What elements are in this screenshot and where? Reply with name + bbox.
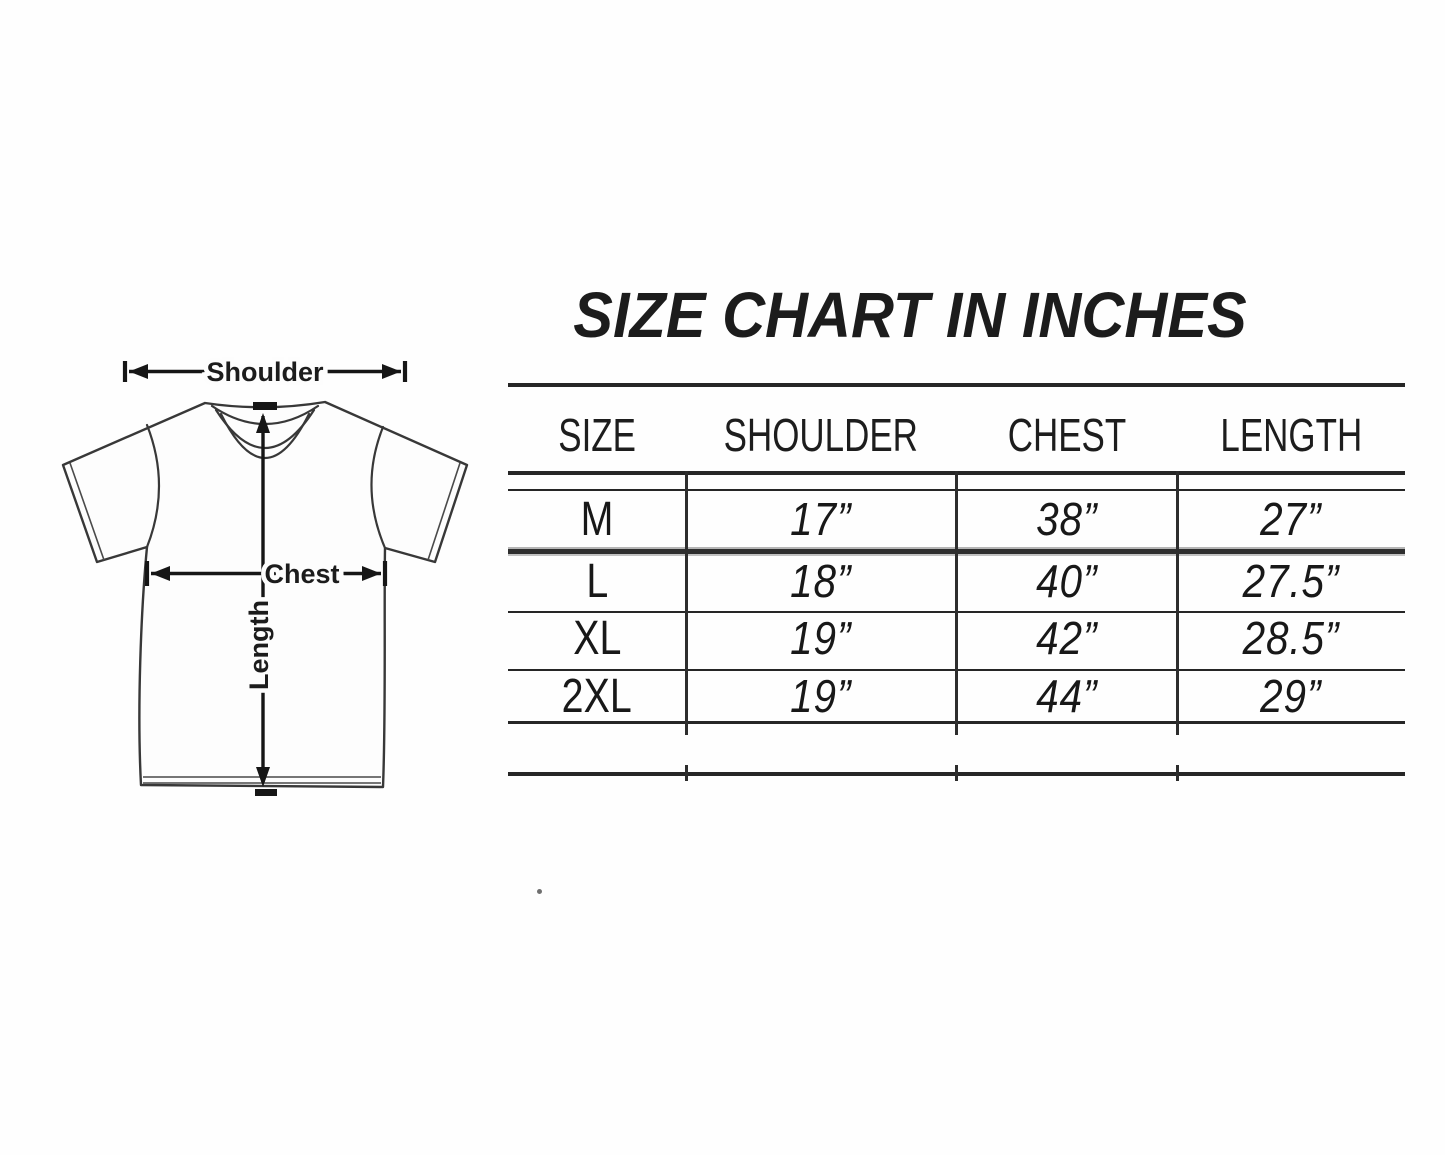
length-dimension-label: Length <box>244 600 274 690</box>
cell-length: 29” <box>1260 670 1322 722</box>
page-title: SIZE CHART IN INCHES <box>573 279 1247 351</box>
table-header-row: SIZE SHOULDER CHEST LENGTH <box>508 403 1405 467</box>
cell-length: 27” <box>1260 493 1322 545</box>
chest-dimension-label: Chest <box>264 559 339 589</box>
column-divider-tick <box>685 765 688 781</box>
cell-length: 28.5” <box>1242 612 1340 664</box>
column-divider <box>685 471 688 735</box>
right-cuff-stitch <box>427 462 461 561</box>
cell-shoulder: 18” <box>790 555 852 607</box>
cell-chest: 40” <box>1035 555 1098 607</box>
table-row: M 17” 38” 27” <box>508 487 1405 551</box>
right-armhole-seam <box>370 425 387 550</box>
divider <box>508 383 1405 387</box>
collar-band-lower <box>219 412 311 459</box>
size-table: SIZE SHOULDER CHEST LENGTH M 17” 38” 27”… <box>508 383 1405 793</box>
cell-chest: 44” <box>1035 670 1098 722</box>
column-divider-tick <box>955 765 958 781</box>
chest-dimension-arrow <box>144 561 388 586</box>
shoulder-dimension-arrow <box>122 361 408 382</box>
column-divider-tick <box>1176 765 1179 781</box>
tshirt-outline <box>61 400 469 789</box>
cell-size: XL <box>572 611 622 665</box>
table-row: XL 19” 42” 28.5” <box>508 606 1405 670</box>
cell-shoulder: 19” <box>790 612 852 664</box>
tshirt-diagram: Shoulder Length Chest <box>61 353 469 796</box>
cell-shoulder: 19” <box>790 670 852 722</box>
scan-speck <box>537 889 542 894</box>
column-header-size: SIZE <box>558 409 636 461</box>
length-dimension-arrow <box>253 402 277 796</box>
left-cuff-stitch <box>69 462 105 561</box>
cell-chest: 42” <box>1035 612 1098 664</box>
left-armhole-seam <box>145 423 161 549</box>
shoulder-dimension-label: Shoulder <box>206 357 323 387</box>
column-header-chest: CHEST <box>1007 409 1126 461</box>
table-row: 2XL 19” 44” 29” <box>508 664 1405 728</box>
column-divider <box>955 471 958 735</box>
cell-chest: 38” <box>1035 493 1098 545</box>
table-row: L 18” 40” 27.5” <box>508 549 1405 613</box>
cell-length: 27.5” <box>1242 555 1340 607</box>
column-divider <box>1176 471 1179 735</box>
cell-size: L <box>586 554 608 608</box>
cell-size: 2XL <box>561 669 633 723</box>
column-header-length: LENGTH <box>1220 409 1362 461</box>
column-header-shoulder: SHOULDER <box>723 409 919 461</box>
cell-size: M <box>580 492 614 546</box>
cell-shoulder: 17” <box>790 493 852 545</box>
